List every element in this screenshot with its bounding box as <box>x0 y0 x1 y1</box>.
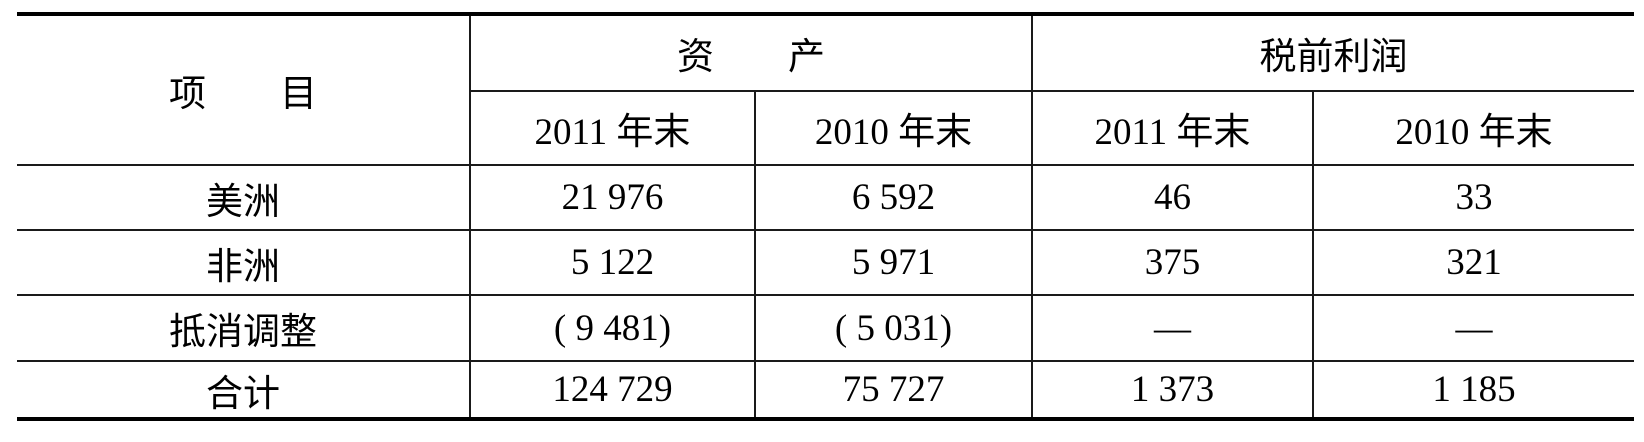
pretax-year-2010-header: 2010 年末 <box>1312 90 1634 166</box>
row-label-cell: 美洲 <box>17 164 471 231</box>
value-cell: 33 <box>1312 164 1634 231</box>
value-cell: 1 185 <box>1312 360 1634 420</box>
pretax-year-2011-header: 2011 年末 <box>1031 90 1314 166</box>
value-cell: 5 122 <box>469 229 756 296</box>
items-header-cell: 项 目 <box>17 13 471 166</box>
table-row-americas: 美洲 21 976 6 592 46 33 <box>17 164 1634 231</box>
value-cell: 375 <box>1031 229 1314 296</box>
pretax-profit-group-header: 税前利润 <box>1031 13 1634 92</box>
table-header-row-years: 2011 年末 2010 年末 2011 年末 2010 年末 <box>17 90 1634 166</box>
value-cell: ( 9 481) <box>469 294 756 362</box>
value-cell: — <box>1312 294 1634 362</box>
table-row-elimination-adjustment: 抵消调整 ( 9 481) ( 5 031) — — <box>17 294 1634 362</box>
table-header-row-groups: 项 目 资 产 税前利润 <box>17 13 1634 166</box>
value-cell: 46 <box>1031 164 1314 231</box>
assets-year-2011-header: 2011 年末 <box>470 90 756 166</box>
segment-financial-table: 项 目 资 产 税前利润 2011 年末 2010 年末 2011 年末 201… <box>17 12 1634 421</box>
table-row-total: 合计 124 729 75 727 1 373 1 185 <box>17 360 1634 420</box>
value-cell: 5 971 <box>754 229 1033 296</box>
value-cell: 21 976 <box>469 164 756 231</box>
value-cell: 6 592 <box>754 164 1033 231</box>
row-label-cell: 非洲 <box>17 229 471 296</box>
value-cell: 321 <box>1312 229 1634 296</box>
value-cell: — <box>1031 294 1314 362</box>
value-cell: 1 373 <box>1031 360 1314 420</box>
row-label-cell: 合计 <box>17 360 471 420</box>
table-row-africa: 非洲 5 122 5 971 375 321 <box>17 229 1634 296</box>
row-label-cell: 抵消调整 <box>17 294 471 362</box>
value-cell: ( 5 031) <box>754 294 1033 362</box>
value-cell: 75 727 <box>754 360 1033 420</box>
assets-group-header: 资 产 <box>469 13 1033 92</box>
value-cell: 124 729 <box>469 360 756 420</box>
assets-year-2010-header: 2010 年末 <box>754 90 1033 166</box>
